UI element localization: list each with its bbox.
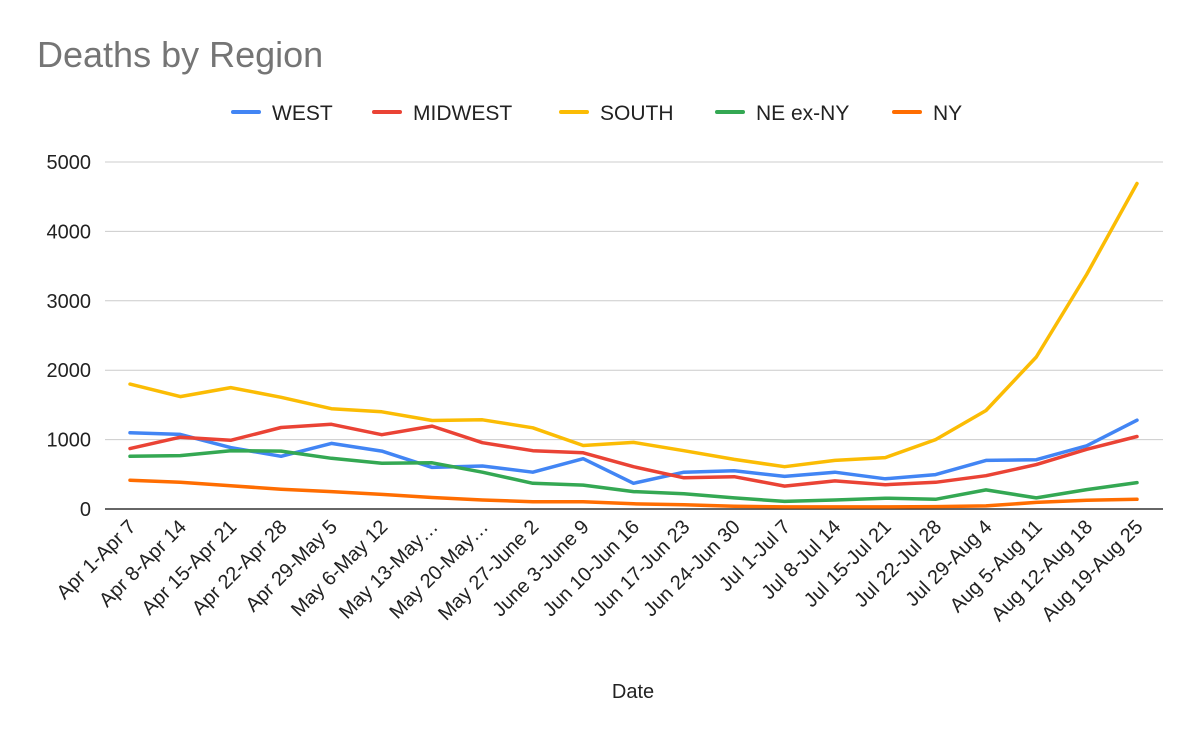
series-line-midwest: [128, 422, 1139, 488]
chart-title: Deaths by Region: [37, 34, 324, 75]
legend: WEST MIDWEST SOUTH NE ex-NY NY: [231, 102, 962, 125]
legend-label: WEST: [272, 102, 333, 125]
x-axis-title: Date: [612, 681, 654, 703]
y-tick-label: 5000: [47, 152, 92, 174]
y-tick-label: 0: [80, 499, 91, 521]
y-tick-label: 1000: [47, 430, 92, 452]
legend-label: MIDWEST: [413, 102, 512, 125]
y-tick-label: 3000: [47, 291, 92, 313]
y-axis-ticks: 0 1000 2000 3000 4000 5000: [47, 152, 92, 521]
y-tick-label: 2000: [47, 360, 92, 382]
series-lines: [128, 181, 1139, 509]
legend-label: NE ex-NY: [756, 102, 849, 125]
series-line-south: [128, 181, 1139, 469]
series-line-ne-ex-ny: [128, 448, 1139, 504]
y-tick-label: 4000: [47, 221, 92, 243]
legend-label: SOUTH: [600, 102, 674, 125]
series-line-ny: [128, 478, 1139, 509]
gridlines: [105, 161, 1163, 510]
legend-label: NY: [933, 102, 962, 125]
